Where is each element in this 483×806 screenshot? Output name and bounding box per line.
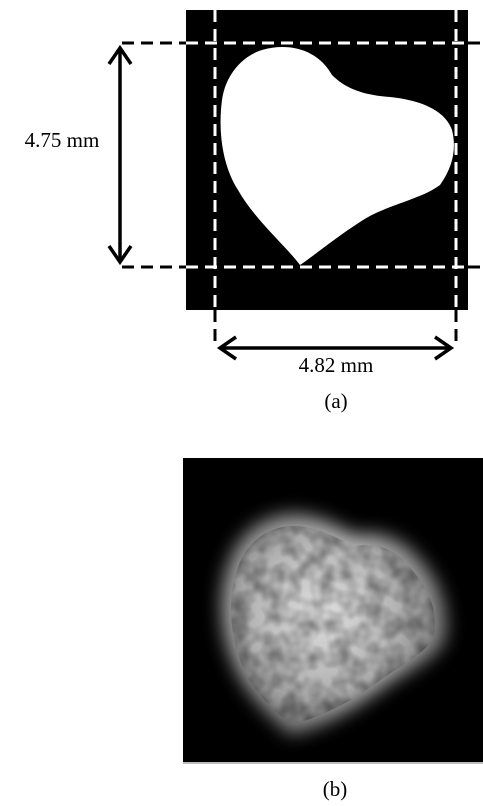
- panel-b: (b): [183, 458, 483, 801]
- height-label: 4.75 mm: [25, 128, 100, 152]
- caption: (a): [324, 389, 347, 413]
- height-arrow: [109, 48, 131, 262]
- panel-a: 4.75 mm 4.82 mm (a): [25, 10, 483, 413]
- width-label: 4.82 mm: [299, 353, 374, 377]
- figure: 4.75 mm 4.82 mm (a) (b): [0, 0, 483, 806]
- caption: (b): [323, 777, 348, 801]
